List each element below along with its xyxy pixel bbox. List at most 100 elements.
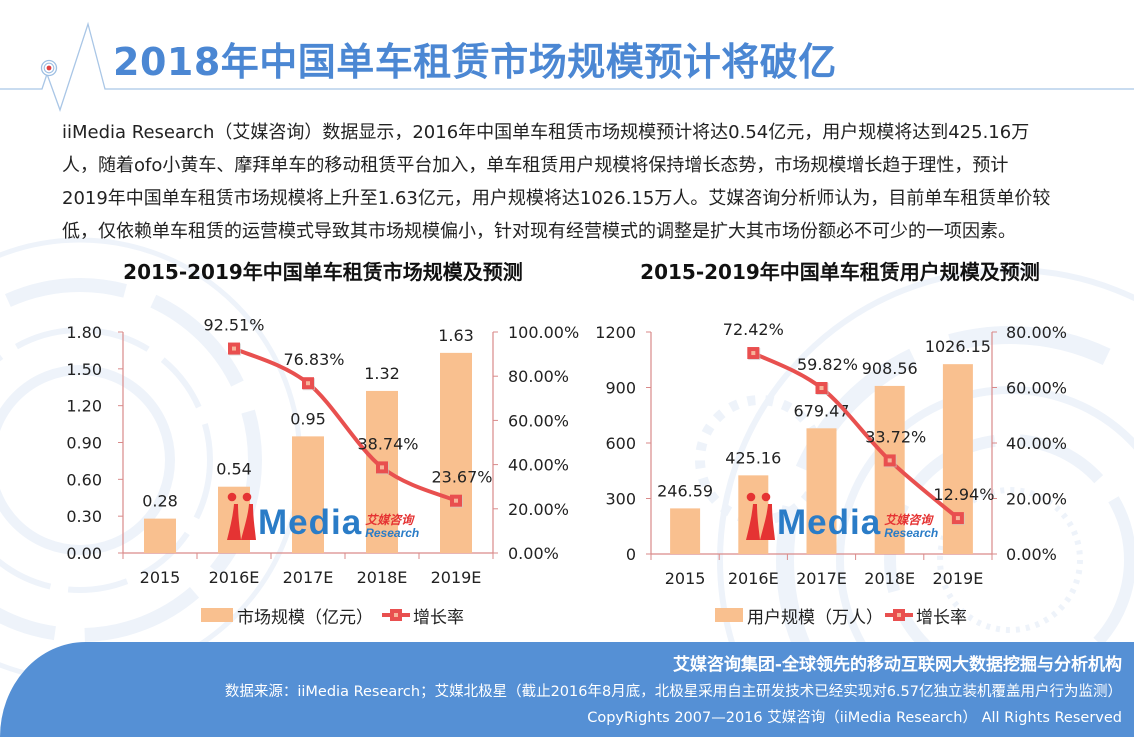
y-right-tick-label: 100.00%	[508, 323, 579, 342]
iimedia-figure-icon	[746, 492, 775, 540]
y-left-tick-label: 0	[626, 545, 636, 564]
growth-rate-label: 33.72%	[865, 427, 926, 446]
iimedia-figure-icon	[227, 492, 256, 540]
x-tick-label: 2019E	[932, 569, 983, 588]
y-left-tick-label: 0.90	[66, 434, 102, 453]
y-left-tick-label: 900	[605, 379, 636, 398]
y-left-tick-label: 1.80	[66, 323, 102, 342]
intro-line: 2019年中国单车租赁市场规模将上升至1.63亿元，用户规模将达1026.15万…	[62, 188, 1051, 209]
bar	[806, 428, 837, 554]
bar-value-label: 0.54	[216, 460, 252, 479]
bar-value-label: 908.56	[862, 359, 918, 378]
bar	[942, 364, 973, 554]
growth-rate-marker-center	[819, 385, 824, 390]
legend-line-marker-icon	[885, 608, 913, 622]
y-right-tick-label: 40.00%	[1006, 434, 1067, 453]
legend-line-growth-rate: 增长率	[382, 603, 464, 628]
bar	[144, 518, 176, 553]
growth-rate-marker-center	[887, 458, 892, 463]
intro-line: iiMedia Research（艾媒咨询）数据显示，2016年中国单车租赁市场…	[62, 122, 1030, 143]
y-left-tick-label: 600	[605, 434, 636, 453]
beacon-icon	[40, 59, 58, 77]
x-tick-label: 2015	[665, 569, 706, 588]
iimedia-watermark-logo: Media 艾媒咨询 Research	[226, 492, 419, 540]
legend-bar-swatch	[201, 608, 233, 622]
watermark-en: Research	[365, 526, 420, 540]
watermark-brand: Media	[777, 503, 882, 542]
y-left-tick-label: 1200	[595, 323, 636, 342]
growth-rate-marker-center	[306, 381, 310, 386]
watermark-cn: 艾媒咨询	[884, 513, 933, 527]
y-right-tick-label: 60.00%	[1006, 379, 1067, 398]
bar	[670, 508, 701, 554]
watermark-cn: 艾媒咨询	[365, 513, 414, 527]
y-right-tick-label: 40.00%	[508, 456, 569, 475]
header-decoration	[0, 21, 1134, 113]
growth-rate-marker-center	[955, 516, 960, 521]
bar	[440, 352, 472, 553]
intro-paragraph: iiMedia Research（艾媒咨询）数据显示，2016年中国单车租赁市场…	[62, 116, 1122, 248]
bar-value-label: 246.59	[657, 481, 713, 500]
user-size-chart-title: 2015-2019年中国单车租赁用户规模及预测	[640, 260, 1040, 284]
legend-line-growth-rate: 增长率	[885, 603, 967, 628]
growth-rate-marker-center	[380, 465, 384, 470]
intro-line: 低，仅依赖单车租赁的运营模式导致其市场规模偏小，针对现有经营模式的调整是扩大其市…	[62, 221, 1016, 242]
iimedia-watermark-logo: Media 艾媒咨询 Research	[745, 492, 938, 540]
growth-rate-label: 72.42%	[723, 320, 784, 339]
x-tick-label: 2016E	[728, 569, 779, 588]
watermark-brand: Media	[258, 503, 363, 542]
footer-slogan: 艾媒咨询集团-全球领先的移动互联网大数据挖掘与分析机构	[672, 655, 1122, 675]
growth-rate-marker-center	[751, 351, 756, 356]
growth-rate-label: 38.74%	[357, 434, 418, 453]
heartbeat-line	[0, 21, 1134, 113]
y-left-tick-label: 1.20	[66, 397, 102, 416]
bar-value-label: 1026.15	[925, 337, 991, 356]
x-tick-label: 2016E	[209, 568, 260, 587]
growth-rate-label: 23.67%	[431, 468, 492, 487]
y-right-tick-label: 60.00%	[508, 411, 569, 430]
bar	[292, 436, 324, 553]
y-right-tick-label: 80.00%	[508, 367, 569, 386]
growth-rate-label: 76.83%	[283, 350, 344, 369]
growth-rate-line	[232, 346, 458, 503]
growth-rate-line	[751, 351, 960, 521]
growth-rate-marker-center	[454, 498, 458, 503]
market-size-chart-title: 2015-2019年中国单车租赁市场规模及预测	[123, 260, 523, 284]
y-left-tick-label: 0.00	[66, 544, 102, 563]
y-left-tick-label: 1.50	[66, 360, 102, 379]
legend-label: 市场规模（亿元）	[237, 607, 373, 628]
x-tick-label: 2015	[140, 568, 181, 587]
footer-data-source: 数据来源：iiMedia Research；艾媒北极星（截止2016年8月底，北…	[224, 684, 1122, 700]
y-right-tick-label: 0.00%	[1006, 545, 1057, 564]
y-right-tick-label: 20.00%	[1006, 490, 1067, 509]
growth-rate-label: 12.94%	[933, 485, 994, 504]
bar-value-label: 1.32	[364, 364, 400, 383]
legend-label: 用户规模（万人）	[747, 607, 883, 628]
footer-copyright: CopyRights 2007—2016 艾媒咨询（iiMedia Resear…	[587, 710, 1122, 726]
x-tick-label: 2017E	[283, 568, 334, 587]
y-left-tick-label: 300	[605, 490, 636, 509]
x-tick-label: 2017E	[796, 569, 847, 588]
growth-rate-marker-center	[232, 346, 236, 351]
y-left-tick-label: 0.30	[66, 507, 102, 526]
legend-label: 增长率	[916, 607, 967, 628]
y-right-tick-label: 20.00%	[508, 500, 569, 519]
legend-line-marker-icon	[382, 608, 410, 622]
bar-value-label: 425.16	[725, 448, 781, 467]
x-tick-label: 2018E	[357, 568, 408, 587]
page-title: 2018年中国单车租赁市场规模预计将破亿	[113, 40, 837, 84]
legend-label: 增长率	[413, 607, 464, 628]
growth-rate-label: 59.82%	[797, 355, 858, 374]
bar-value-label: 679.47	[794, 401, 850, 420]
footer-band: 艾媒咨询集团-全球领先的移动互联网大数据挖掘与分析机构 数据来源：iiMedia…	[0, 642, 1134, 737]
bar-value-label: 1.63	[438, 326, 474, 345]
watermark-en: Research	[884, 526, 939, 540]
legend-bar-swatch	[715, 608, 743, 622]
legend-bar-user-size: 用户规模（万人）	[715, 603, 883, 628]
legend-bar-market-size: 市场规模（亿元）	[201, 603, 373, 628]
x-tick-label: 2018E	[864, 569, 915, 588]
growth-rate-label: 92.51%	[203, 316, 264, 335]
y-left-tick-label: 0.60	[66, 470, 102, 489]
y-right-tick-label: 80.00%	[1006, 323, 1067, 342]
